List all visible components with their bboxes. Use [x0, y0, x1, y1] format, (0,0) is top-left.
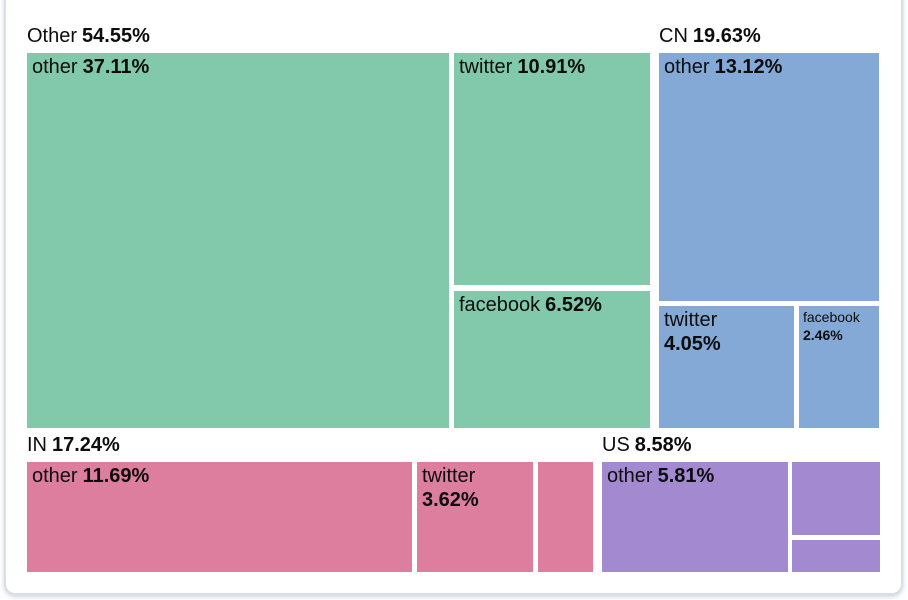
group-label-in: IN 17.24% [27, 434, 120, 457]
cell-in-twitter[interactable]: twitter 3.62% [417, 462, 533, 572]
group-name: IN [27, 434, 47, 456]
cell-percent: 3.62% [422, 489, 479, 511]
cell-in-unlabeled[interactable] [538, 462, 593, 572]
group-name: US [602, 434, 630, 456]
cell-percent: 11.69% [82, 465, 150, 487]
cell-name: twitter [422, 465, 476, 487]
cell-percent: 13.12% [714, 56, 783, 78]
group-label-us: US 8.58% [602, 434, 692, 457]
cell-us-other[interactable]: other 5.81% [602, 462, 788, 572]
cell-name: facebook [459, 294, 541, 316]
cell-name: other [664, 56, 710, 78]
cell-cn-other[interactable]: other 13.12% [659, 53, 879, 301]
cell-percent: 2.46% [803, 326, 843, 343]
cell-other-facebook[interactable]: facebook 6.52% [454, 291, 650, 428]
cell-percent: 37.11% [82, 56, 150, 78]
cell-in-other[interactable]: other 11.69% [27, 462, 412, 572]
cell-name: twitter [459, 56, 513, 78]
cell-name: facebook [803, 309, 860, 325]
group-percent: 19.63% [692, 25, 761, 47]
group-name: Other [27, 25, 78, 47]
cell-name: other [607, 465, 653, 487]
group-label-cn: CN 19.63% [659, 25, 761, 48]
group-name: CN [659, 25, 688, 47]
group-percent: 8.58% [634, 434, 692, 456]
cell-name: twitter [664, 309, 718, 331]
cell-cn-facebook[interactable]: facebook 2.46% [799, 306, 879, 428]
cell-us-unlabeled-1[interactable] [792, 462, 880, 535]
cell-percent: 4.05% [664, 333, 721, 355]
cell-us-unlabeled-2[interactable] [792, 540, 880, 572]
cell-cn-twitter[interactable]: twitter 4.05% [659, 306, 794, 428]
cell-other-other[interactable]: other 37.11% [27, 53, 449, 428]
group-percent: 17.24% [52, 434, 120, 456]
cell-name: other [32, 465, 78, 487]
cell-percent: 10.91% [517, 56, 586, 78]
cell-name: other [32, 56, 78, 78]
cell-percent: 5.81% [657, 465, 715, 487]
cell-percent: 6.52% [545, 294, 602, 316]
group-label-other: Other 54.55% [27, 25, 150, 48]
group-percent: 54.55% [82, 25, 150, 47]
cell-other-twitter[interactable]: twitter 10.91% [454, 53, 650, 285]
